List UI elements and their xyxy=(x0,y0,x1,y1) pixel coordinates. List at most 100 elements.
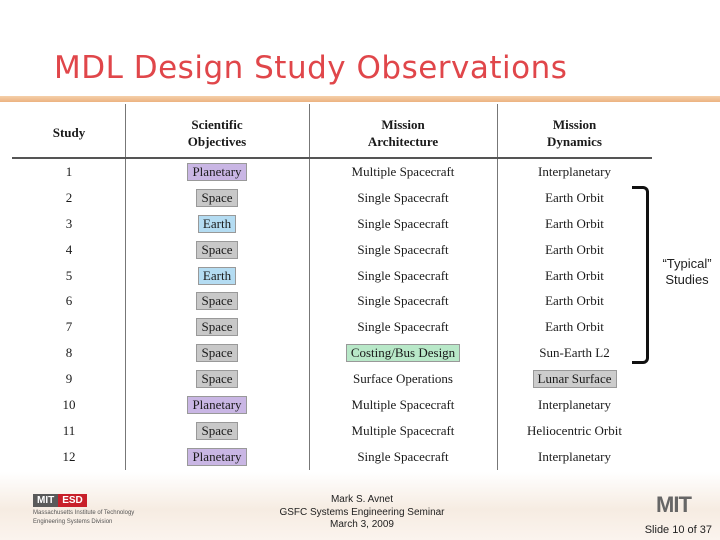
objective-tag: Space xyxy=(196,318,238,337)
dynamics-text: Earth Orbit xyxy=(545,319,604,335)
objective-tag-cell: Planetary xyxy=(125,444,309,470)
table-row: 10 Planetary Multiple Spacecraft Interplane… xyxy=(12,392,652,418)
dynamics-text-cell: Interplanetary xyxy=(497,392,652,418)
objective-tag: Space xyxy=(196,344,238,363)
study-number-cell: 1 xyxy=(34,159,104,185)
objective-tag-cell: Earth xyxy=(125,263,309,289)
objective-tag: Planetary xyxy=(187,447,247,466)
table-row: 8 Space Costing/Bus Design Sun-Earth L2 xyxy=(12,340,652,366)
architecture-text-cell: Multiple Spacecraft xyxy=(309,418,497,444)
architecture-text-cell: Single Spacecraft xyxy=(309,289,497,315)
table-row: 5 Earth Single Spacecraft Earth Orbit xyxy=(12,263,652,289)
objective-tag: Earth xyxy=(197,266,237,285)
dynamics-text: Earth Orbit xyxy=(545,241,604,257)
objective-tag-cell: Space xyxy=(125,418,309,444)
architecture-text: Single Spacecraft xyxy=(357,215,449,231)
dynamics-text-cell: Interplanetary xyxy=(497,444,652,470)
study-number-cell: 2 xyxy=(34,185,104,211)
header-dynamics: Mission Dynamics xyxy=(547,117,602,149)
architecture-text: Multiple Spacecraft xyxy=(351,397,455,413)
objective-tag: Space xyxy=(196,421,238,440)
logo-division-text: Engineering Systems Division xyxy=(33,519,113,525)
architecture-text: Single Spacecraft xyxy=(357,241,449,257)
header-study: Study xyxy=(52,125,86,140)
architecture-text-cell: Single Spacecraft xyxy=(309,211,497,237)
table-row: 7 Space Single Spacecraft Earth Orbit xyxy=(12,314,652,340)
study-number-cell: 12 xyxy=(34,444,104,470)
architecture-text: Multiple Spacecraft xyxy=(351,422,455,438)
typical-studies-bracket xyxy=(632,186,649,364)
header-architecture: Mission Architecture xyxy=(367,117,439,149)
table-row: 2 Space Single Spacecraft Earth Orbit xyxy=(12,185,652,211)
study-number-cell: 9 xyxy=(34,366,104,392)
architecture-text-cell: Single Spacecraft xyxy=(309,314,497,340)
architecture-text-cell: Single Spacecraft xyxy=(309,263,497,289)
logo-institute-text: Massachusetts Institute of Technology xyxy=(33,510,135,516)
table-row: 6 Space Single Spacecraft Earth Orbit xyxy=(12,289,652,315)
table-row: 3 Earth Single Spacecraft Earth Orbit xyxy=(12,211,652,237)
footer-author: Mark S. Avnet xyxy=(330,494,394,505)
study-number-cell: 6 xyxy=(34,289,104,315)
dynamics-text-cell: Heliocentric Orbit xyxy=(497,418,652,444)
dynamics-text: Interplanetary xyxy=(538,397,611,413)
study-number: 5 xyxy=(65,267,73,283)
mit-logo: MIT xyxy=(656,492,692,517)
study-number: 1 xyxy=(65,163,73,179)
objective-tag-cell: Space xyxy=(125,340,309,366)
table-row: 11 Space Multiple Spacecraft Heliocentric O… xyxy=(12,418,652,444)
study-number-cell: 5 xyxy=(34,263,104,289)
architecture-text: Single Spacecraft xyxy=(357,189,449,205)
objective-tag: Earth xyxy=(197,214,237,233)
header-objectives: Scientific Objectives xyxy=(187,117,247,149)
column-divider xyxy=(309,104,310,470)
table-row: 12 Planetary Single Spacecraft Interplaneta… xyxy=(12,444,652,470)
logo-esd-text: ESD xyxy=(58,494,87,507)
architecture-text: Costing/Bus Design xyxy=(345,344,461,363)
dynamics-text: Earth Orbit xyxy=(545,293,604,309)
objective-tag-cell: Space xyxy=(125,366,309,392)
study-number: 12 xyxy=(62,448,76,464)
objective-tag-cell: Earth xyxy=(125,211,309,237)
study-number: 11 xyxy=(62,422,76,438)
study-number: 4 xyxy=(65,241,73,257)
objective-tag: Planetary xyxy=(187,162,247,181)
footer-date: March 3, 2009 xyxy=(330,519,394,530)
footer-background xyxy=(0,472,720,540)
column-divider xyxy=(125,104,126,470)
table-row: 4 Space Single Spacecraft Earth Orbit xyxy=(12,237,652,263)
study-number: 9 xyxy=(65,371,73,387)
title-divider xyxy=(0,96,720,102)
study-number: 8 xyxy=(65,345,73,361)
objective-tag-cell: Space xyxy=(125,185,309,211)
objective-tag-cell: Planetary xyxy=(125,159,309,185)
logo-mit-text: MIT xyxy=(33,494,59,507)
architecture-text-cell: Single Spacecraft xyxy=(309,185,497,211)
objective-tag: Space xyxy=(196,240,238,259)
dynamics-text: Lunar Surface xyxy=(532,370,617,389)
dynamics-text-cell: Earth Orbit xyxy=(497,314,652,340)
architecture-text: Multiple Spacecraft xyxy=(351,163,455,179)
dynamics-text: Earth Orbit xyxy=(545,215,604,231)
dynamics-text-cell: Interplanetary xyxy=(497,159,652,185)
architecture-text-cell: Surface Operations xyxy=(309,366,497,392)
dynamics-text-cell: Sun-Earth L2 xyxy=(497,340,652,366)
architecture-text-cell: Single Spacecraft xyxy=(309,237,497,263)
study-number: 6 xyxy=(65,293,73,309)
dynamics-text: Interplanetary xyxy=(538,448,611,464)
study-number-cell: 7 xyxy=(34,314,104,340)
study-number-cell: 4 xyxy=(34,237,104,263)
dynamics-text: Earth Orbit xyxy=(545,267,604,283)
study-number: 2 xyxy=(65,189,73,205)
study-number-cell: 10 xyxy=(34,392,104,418)
dynamics-text-cell: Earth Orbit xyxy=(497,211,652,237)
dynamics-text: Sun-Earth L2 xyxy=(539,345,610,361)
table-row: 1 Planetary Multiple Spacecraft Interplanet… xyxy=(12,159,652,185)
study-number-cell: 8 xyxy=(34,340,104,366)
architecture-text: Single Spacecraft xyxy=(357,267,449,283)
slide-title: MDL Design Study Observations xyxy=(54,50,568,86)
study-number: 3 xyxy=(65,215,73,231)
typical-studies-label: “Typical” Studies xyxy=(662,256,712,287)
dynamics-text-cell: Earth Orbit xyxy=(497,263,652,289)
study-number-cell: 3 xyxy=(34,211,104,237)
objective-tag: Space xyxy=(196,292,238,311)
